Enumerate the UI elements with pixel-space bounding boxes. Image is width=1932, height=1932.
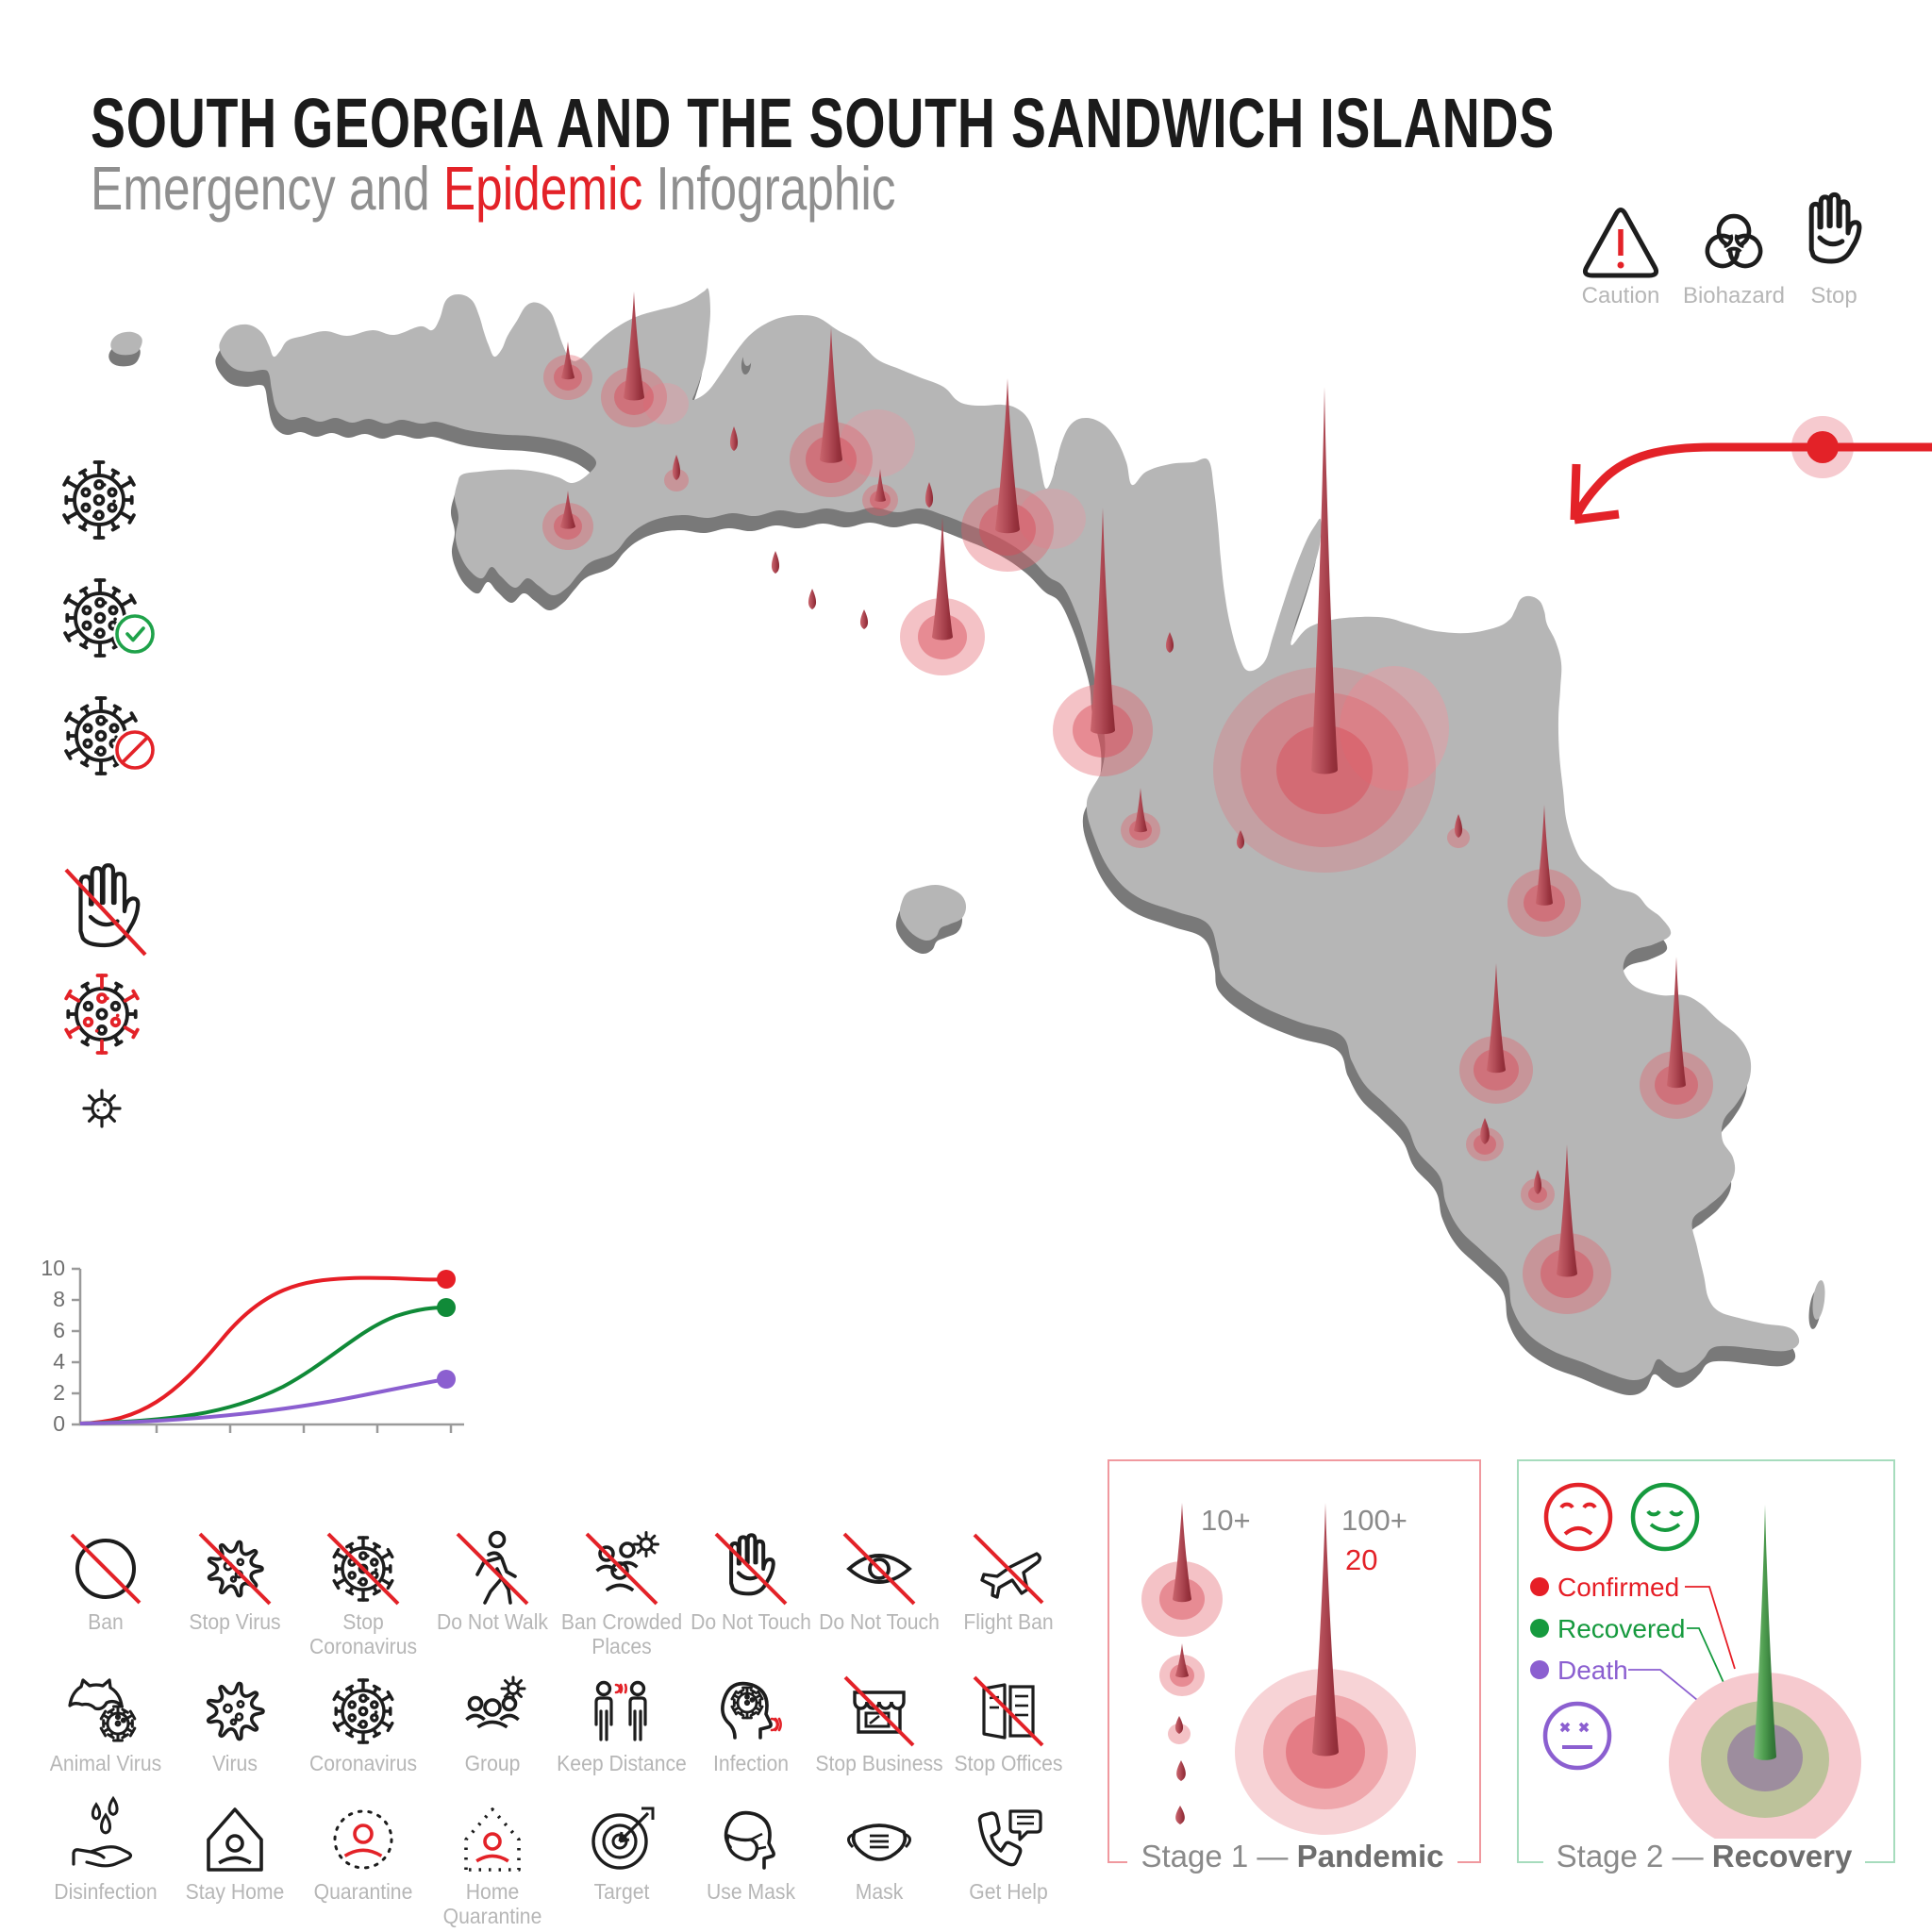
svg-text:10: 10: [41, 1256, 65, 1280]
svg-text:4: 4: [53, 1349, 65, 1374]
svg-text:Confirmed: Confirmed: [1557, 1573, 1679, 1602]
svg-text:Recovered: Recovered: [1557, 1614, 1685, 1643]
svg-text:0: 0: [53, 1411, 65, 1436]
svg-text:6: 6: [53, 1318, 65, 1342]
svg-text:8: 8: [53, 1287, 65, 1311]
svg-text:Death: Death: [1557, 1656, 1628, 1685]
svg-text:2: 2: [53, 1380, 65, 1405]
